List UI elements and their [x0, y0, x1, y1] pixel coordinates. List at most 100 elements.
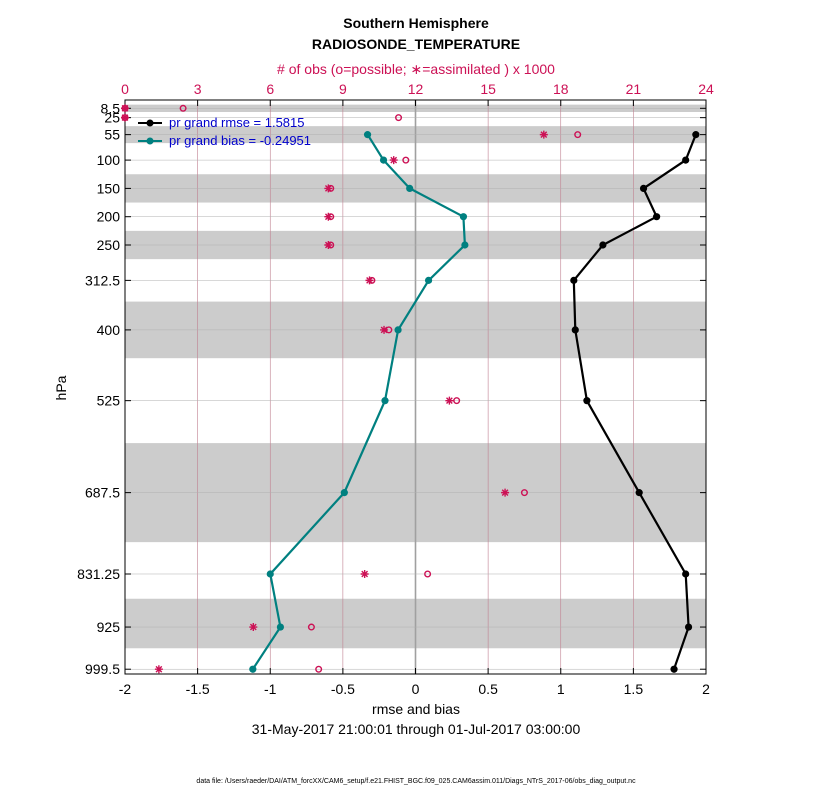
top-axis-label: # of obs (o=possible; ∗=assimilated ) x …: [277, 61, 555, 77]
obs-possible-marker-13: [424, 570, 432, 578]
obs-assimilated-marker-2: [539, 130, 548, 139]
top-tick-label-2: 6: [266, 81, 274, 97]
obs-possible-marker-15: [315, 665, 323, 673]
series-1-point-11: [249, 665, 257, 673]
level-label-13: 999.5: [85, 661, 120, 677]
top-tick-label-4: 12: [408, 81, 424, 97]
level-label-9: 525: [97, 393, 121, 409]
level-label-3: 100: [97, 152, 121, 168]
series-1-point-8: [340, 489, 348, 497]
series-0-point-3: [653, 213, 661, 221]
obs-assimilated-marker-7: [365, 276, 374, 285]
bottom-tick-label-3: -0.5: [331, 681, 355, 697]
top-tick-label-5: 15: [480, 81, 496, 97]
series-1-point-4: [461, 241, 469, 249]
series-0-point-7: [583, 397, 591, 405]
level-label-5: 200: [97, 209, 121, 225]
bottom-tick-label-2: -1: [264, 681, 277, 697]
obs-assimilated-marker-4: [324, 184, 333, 193]
top-tick-label-7: 21: [626, 81, 642, 97]
series-0-point-6: [571, 326, 579, 334]
top-axis-ticks: 0 3 6 9 12 15 18 21 24: [121, 81, 714, 106]
top-tick-label-3: 9: [339, 81, 347, 97]
footnote: data file: /Users/raeder/DAI/ATM_forcXX/…: [196, 778, 636, 785]
chart-subtitle: RADIOSONDE_TEMPERATURE: [312, 36, 520, 52]
legend: pr grand rmse = 1.5815 pr grand bias = -…: [138, 115, 311, 148]
obs-assimilated-marker-5: [324, 212, 333, 221]
obs-assimilated-marker-13: [154, 665, 163, 674]
series-1-point-10: [276, 623, 285, 631]
obs-possible-marker-1: [179, 104, 187, 112]
obs-assimilated-marker-10: [501, 488, 510, 497]
top-tick-label-8: 24: [698, 81, 714, 97]
series-1-point-5: [424, 276, 433, 284]
series-0-point-10: [684, 623, 693, 631]
obs-possible-marker-3: [395, 114, 403, 122]
series-0-point-8: [635, 489, 643, 497]
top-tick-label-1: 3: [194, 81, 202, 97]
series-1-point-9: [266, 570, 274, 578]
obs-assimilated-marker-3: [389, 156, 398, 165]
legend-rmse-label: pr grand rmse = 1.5815: [169, 115, 305, 130]
level-label-8: 400: [97, 322, 121, 338]
series-line-0: [572, 134, 697, 670]
level-label-2: 55: [104, 127, 120, 143]
level-label-0: 8.5: [101, 100, 121, 116]
legend-bias-marker: [146, 137, 154, 145]
series-1-point-0: [363, 131, 372, 139]
obs-assimilated-marker-9: [445, 396, 454, 405]
series-0-point-11: [670, 665, 678, 673]
series-1-point-1: [379, 156, 388, 164]
obs-possible-marker-4: [574, 131, 582, 139]
obs-assimilated-marker-8: [380, 325, 389, 334]
series-0-point-4: [599, 241, 607, 249]
bottom-tick-label-4: 0: [412, 681, 420, 697]
bottom-tick-label-1: -1.5: [186, 681, 210, 697]
level-label-6: 250: [97, 237, 121, 253]
level-label-10: 687.5: [85, 485, 120, 501]
obs-assimilated-marker-0: [121, 104, 129, 113]
series-0-point-0: [692, 131, 700, 139]
bottom-tick-label-5: 0.5: [478, 681, 498, 697]
top-tick-label-0: 0: [121, 81, 129, 97]
bottom-axis-ticks: -2 -1.5 -1 -0.5 0 0.5 1 1.5 2: [119, 668, 710, 697]
x-axis-label: rmse and bias: [372, 701, 460, 717]
series-0-point-9: [682, 570, 690, 578]
obs-possible-marker-12: [520, 489, 528, 497]
series-1-point-3: [459, 213, 468, 221]
series-1-point-7: [381, 397, 389, 405]
obs-possible-marker-11: [453, 397, 461, 405]
series-1-point-2: [406, 184, 414, 192]
date-range: 31-May-2017 21:00:01 through 01-Jul-2017…: [252, 721, 581, 737]
level-label-12: 925: [97, 619, 121, 635]
level-label-7: 312.5: [85, 272, 120, 288]
top-tick-label-6: 18: [553, 81, 569, 97]
obs-assimilated-marker-12: [249, 623, 258, 632]
bottom-tick-label-0: -2: [119, 681, 132, 697]
level-label-4: 150: [97, 180, 121, 196]
series-0-point-1: [682, 156, 690, 164]
vertical-grid: [197, 100, 634, 674]
level-label-1: 25: [104, 110, 120, 126]
bottom-tick-label-6: 1: [557, 681, 565, 697]
level-label-11: 831.25: [77, 566, 120, 582]
series-layer: [249, 131, 700, 673]
bottom-tick-label-7: 1.5: [624, 681, 644, 697]
bottom-tick-label-8: 2: [702, 681, 710, 697]
legend-rmse-marker: [146, 119, 154, 127]
series-0-point-2: [639, 184, 648, 192]
obs-possible-marker-5: [402, 156, 410, 164]
obs-assimilated-marker-1: [121, 113, 129, 122]
legend-bias-label: pr grand bias = -0.24951: [169, 133, 311, 148]
obs-assimilated-marker-11: [360, 569, 369, 578]
obs-layer: [121, 104, 582, 674]
chart-title: Southern Hemisphere: [343, 15, 489, 31]
obs-assimilated-marker-6: [324, 241, 333, 249]
obs-possible-marker-14: [307, 623, 315, 631]
series-1-point-6: [394, 326, 402, 334]
series-line-1: [251, 134, 467, 670]
series-0-point-5: [570, 276, 578, 284]
y-axis-label: hPa: [53, 375, 69, 400]
